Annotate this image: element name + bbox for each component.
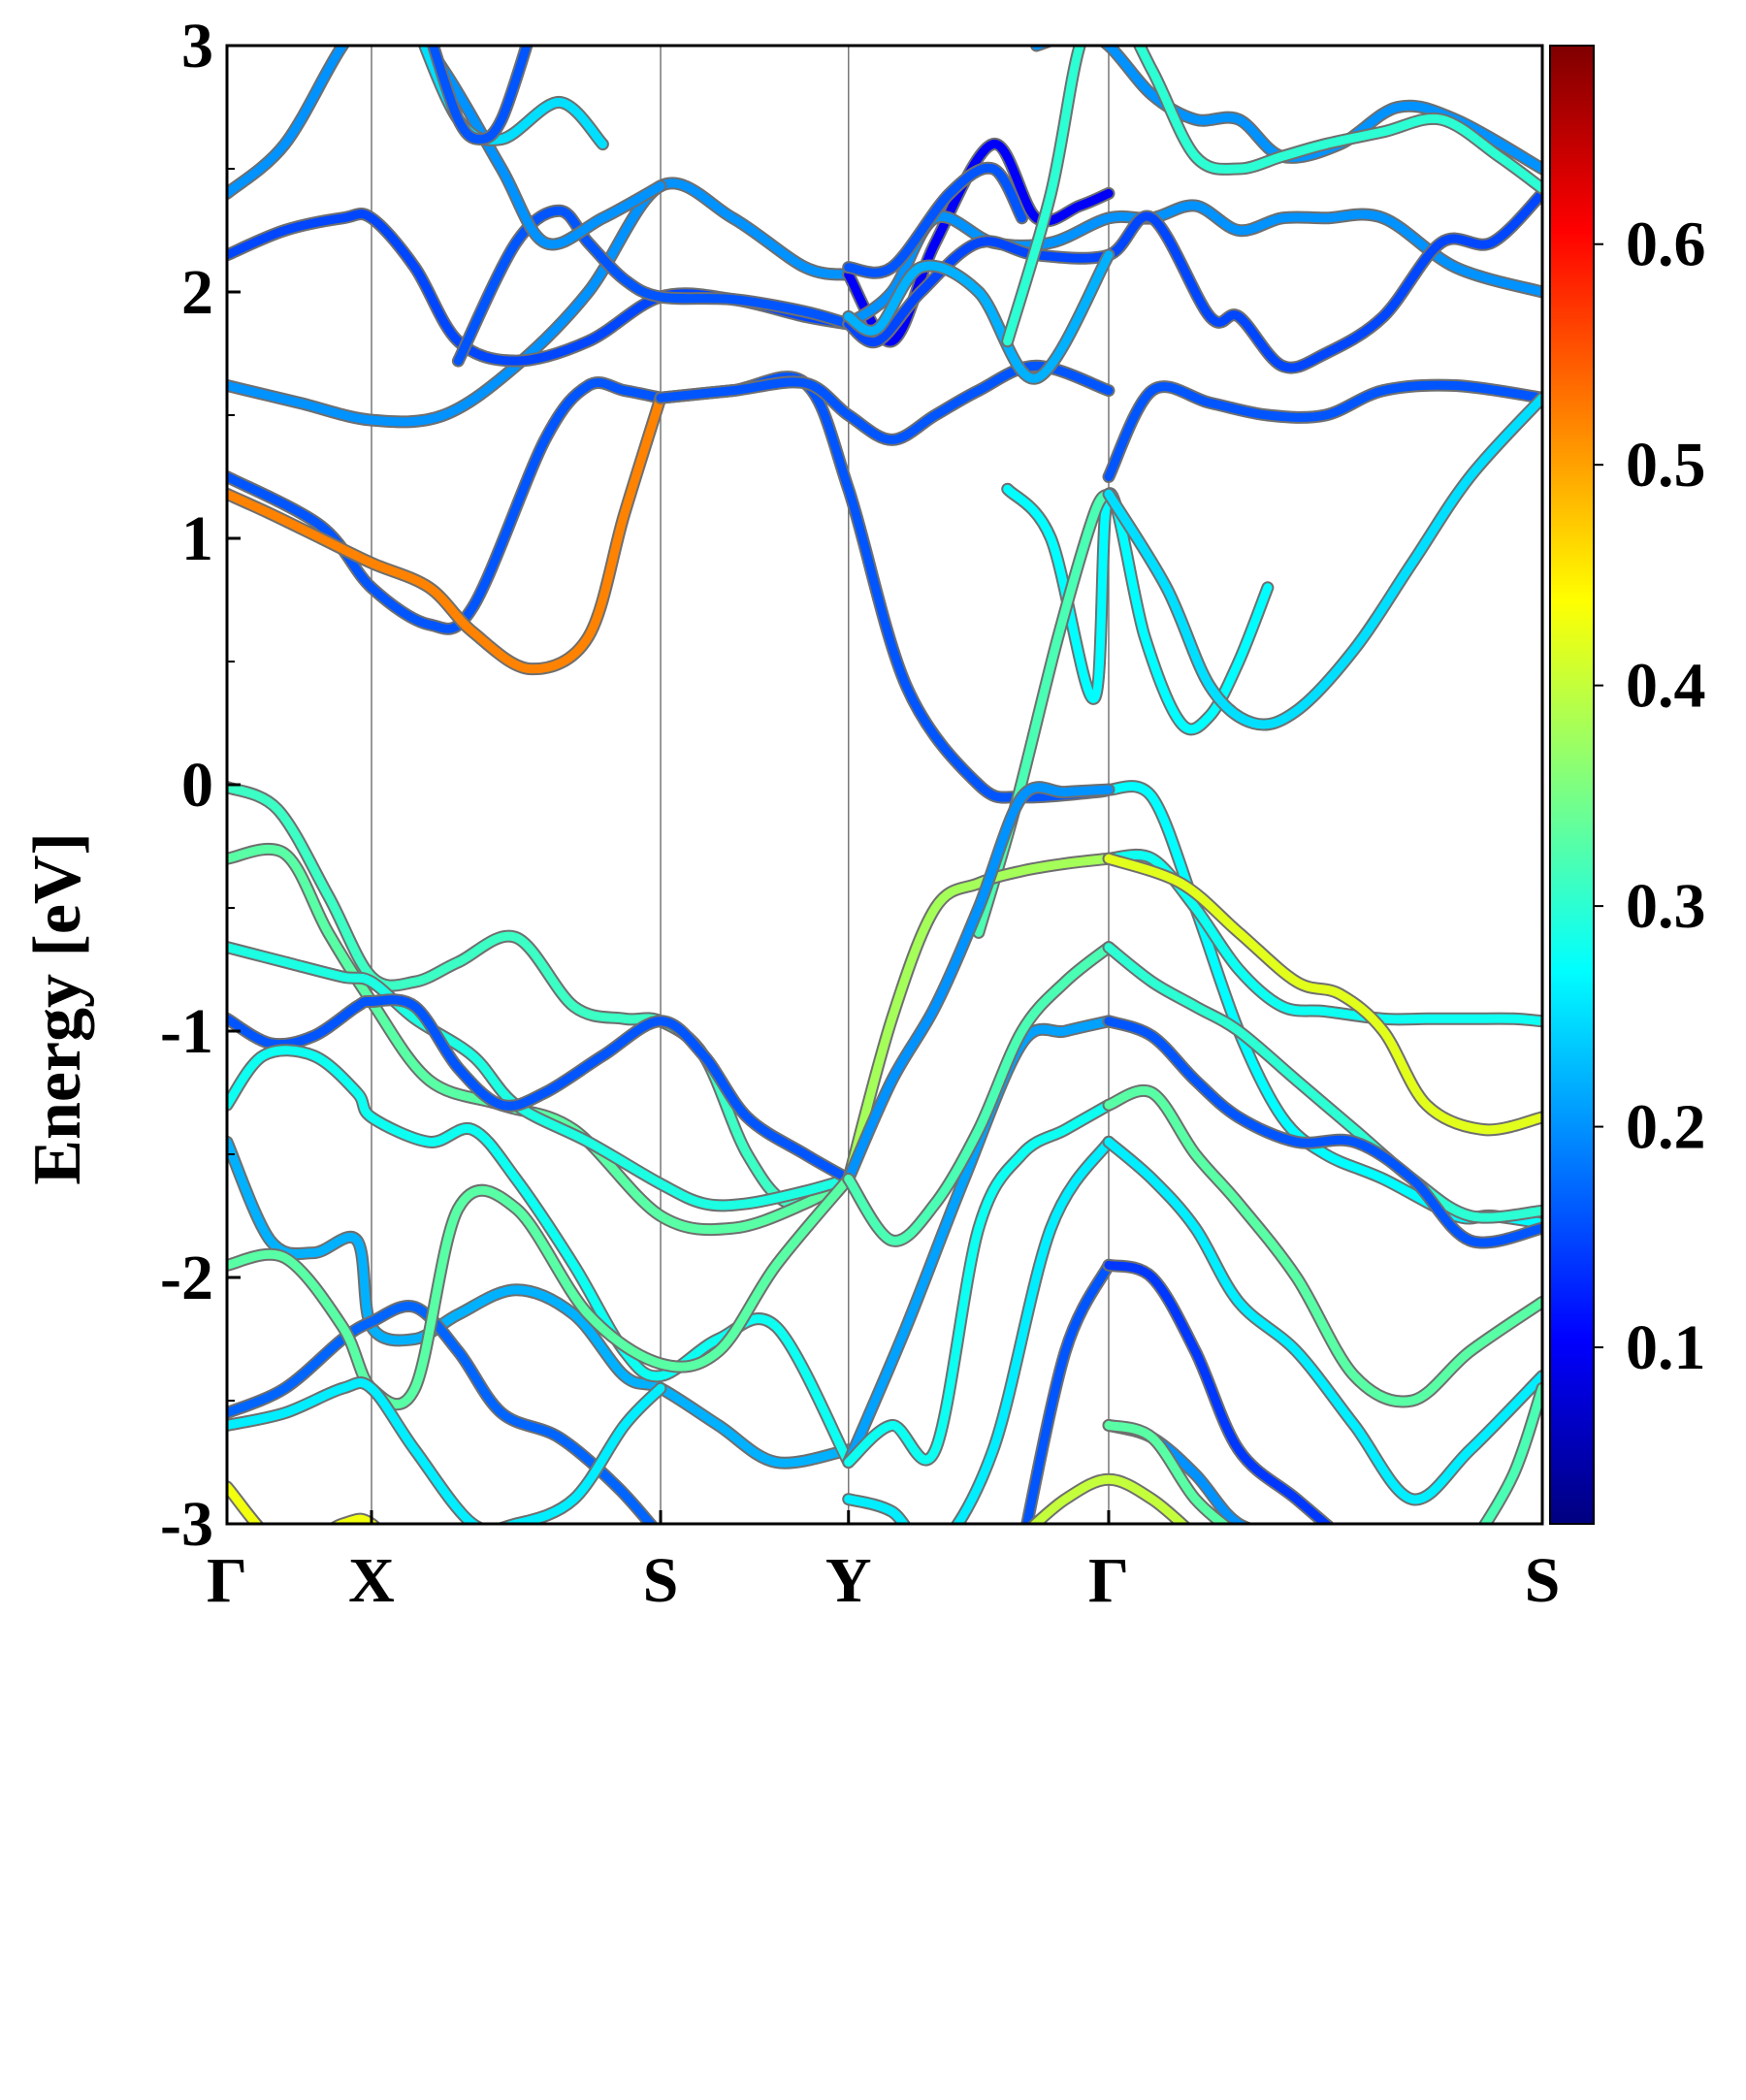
colorbar-tick-label: 0.2	[1626, 1092, 1706, 1163]
band-line-32	[844, 854, 1114, 1183]
band-line-44	[1104, 1137, 1542, 1504]
band-line-48	[1028, 1474, 1189, 1524]
band-line-29	[227, 1174, 854, 1409]
x-tick-label: X	[348, 1545, 395, 1616]
band-line-6	[227, 178, 854, 427]
band-line-outline-9	[227, 46, 667, 251]
band-line-15	[844, 250, 1114, 383]
y-tick-label: 1	[181, 503, 213, 574]
x-tick-label: Γ	[207, 1545, 247, 1616]
band-line-outline-25	[227, 993, 856, 1185]
y-tick-label: -3	[160, 1489, 213, 1560]
y-tick-label: -2	[160, 1243, 213, 1313]
band-line-16	[1032, 46, 1542, 174]
y-tick-label: 3	[181, 11, 213, 81]
band-line-outline-8	[451, 204, 856, 368]
band-line-38	[1022, 1260, 1114, 1524]
band-line-17	[1003, 46, 1542, 346]
band-line-33	[844, 783, 1114, 1183]
x-tick-label: Y	[825, 1545, 872, 1616]
x-tick-label: S	[643, 1545, 679, 1616]
y-tick-label: 2	[181, 257, 213, 328]
colorbar-tick-label: 0.3	[1626, 871, 1706, 942]
band-line-40	[1104, 854, 1542, 1135]
band-line-outline-21	[1102, 391, 1542, 731]
band-line-1	[227, 393, 665, 674]
band-line-42	[1104, 1017, 1542, 1247]
band-line-5	[1104, 380, 1542, 481]
colorbar-ticks: 0.6 0.5 0.4 0.3 0.2 0.1	[1594, 210, 1706, 1383]
band-line-37	[844, 1137, 1114, 1524]
band-line-43	[1104, 1086, 1542, 1406]
band-line-11	[428, 46, 532, 144]
y-tick-label: -1	[160, 996, 213, 1067]
y-axis-title: Energy [eV]	[20, 832, 95, 1185]
band-line-8	[453, 206, 854, 366]
band-line-3	[1104, 782, 1542, 1228]
band-line-12	[844, 140, 1114, 346]
colorbar-tick-label: 0.4	[1626, 651, 1706, 722]
band-lines	[227, 46, 1542, 1524]
band-line-25	[227, 995, 854, 1183]
colorbar-tick-label: 0.6	[1626, 210, 1706, 280]
band-line-35	[844, 943, 1114, 1245]
y-axis-ticks: 3 2 1 0 -1 -2 -3	[160, 11, 241, 1560]
band-line-0	[227, 377, 665, 633]
band-line-28	[227, 1301, 657, 1524]
x-tick-label: Γ	[1088, 1545, 1129, 1616]
band-line-outline-30	[227, 1376, 667, 1524]
x-tick-label: S	[1525, 1545, 1561, 1616]
band-line-41	[1104, 943, 1542, 1222]
band-line-30	[227, 1378, 665, 1524]
band-line-36	[844, 1100, 1114, 1467]
band-line-18	[844, 163, 1027, 277]
band-line-26	[227, 1137, 854, 1468]
band-line-49	[1480, 1383, 1542, 1524]
colorbar-tick-label: 0.5	[1626, 430, 1706, 501]
band-line-34	[844, 1017, 1114, 1467]
colorbar-tick-label: 0.1	[1626, 1312, 1706, 1383]
colorbar	[1549, 45, 1595, 1525]
band-line-47	[1104, 1420, 1230, 1524]
band-line-21	[1104, 393, 1542, 729]
band-line-22	[227, 783, 854, 1209]
band-line-45	[1104, 1260, 1333, 1524]
band-line-outline-22	[227, 781, 856, 1211]
y-tick-label: 0	[181, 750, 213, 821]
